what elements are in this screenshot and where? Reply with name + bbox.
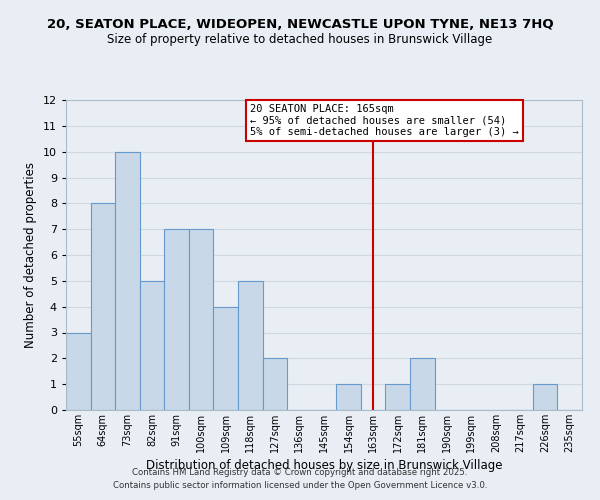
Bar bbox=[263, 358, 287, 410]
Text: Size of property relative to detached houses in Brunswick Village: Size of property relative to detached ho… bbox=[107, 32, 493, 46]
Bar bbox=[336, 384, 361, 410]
Text: Contains public sector information licensed under the Open Government Licence v3: Contains public sector information licen… bbox=[113, 480, 487, 490]
Bar bbox=[140, 281, 164, 410]
Bar bbox=[385, 384, 410, 410]
Bar bbox=[410, 358, 434, 410]
Y-axis label: Number of detached properties: Number of detached properties bbox=[24, 162, 37, 348]
Text: 20 SEATON PLACE: 165sqm
← 95% of detached houses are smaller (54)
5% of semi-det: 20 SEATON PLACE: 165sqm ← 95% of detache… bbox=[250, 104, 519, 137]
Bar bbox=[238, 281, 263, 410]
Bar bbox=[533, 384, 557, 410]
Bar bbox=[91, 204, 115, 410]
X-axis label: Distribution of detached houses by size in Brunswick Village: Distribution of detached houses by size … bbox=[146, 459, 502, 472]
Bar bbox=[66, 332, 91, 410]
Text: 20, SEATON PLACE, WIDEOPEN, NEWCASTLE UPON TYNE, NE13 7HQ: 20, SEATON PLACE, WIDEOPEN, NEWCASTLE UP… bbox=[47, 18, 553, 30]
Text: Contains HM Land Registry data © Crown copyright and database right 2025.: Contains HM Land Registry data © Crown c… bbox=[132, 468, 468, 477]
Bar bbox=[189, 229, 214, 410]
Bar bbox=[214, 306, 238, 410]
Bar bbox=[164, 229, 189, 410]
Bar bbox=[115, 152, 140, 410]
